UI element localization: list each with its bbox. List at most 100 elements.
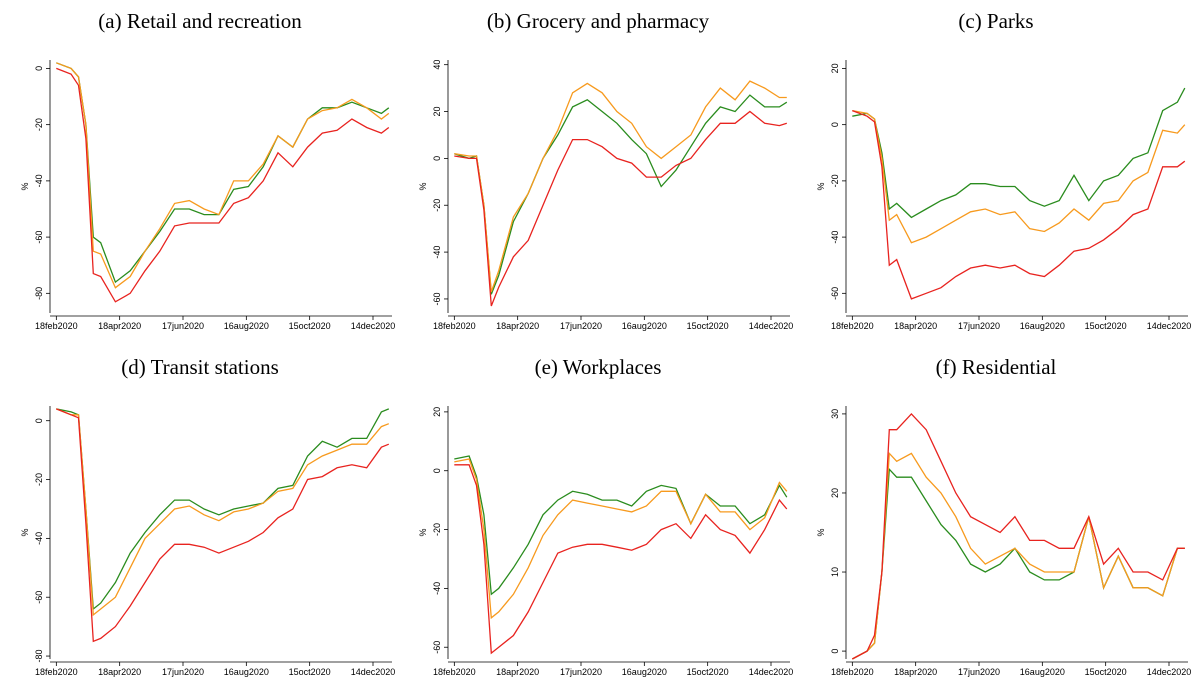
x-tick-label: 18apr2020 (98, 321, 141, 331)
y-tick-label: -60 (830, 287, 840, 300)
x-tick-label: 14dec2020 (749, 667, 794, 677)
x-tick-label: 15oct2020 (289, 321, 331, 331)
x-tick-label: 17jun2020 (560, 321, 602, 331)
x-tick-label: 16aug2020 (224, 667, 269, 677)
x-tick-label: 15oct2020 (1085, 667, 1127, 677)
x-tick-label: 18feb2020 (831, 321, 874, 331)
panel: (d) Transit stations 0 -20 -40 -60 -80% 18feb2… (20, 355, 395, 677)
y-tick-label: 0 (830, 122, 840, 127)
x-tick-label: 18apr2020 (496, 667, 539, 677)
y-tick-label: 0 (34, 418, 44, 423)
y-tick-label: -60 (34, 231, 44, 244)
y-tick-label: 20 (432, 107, 442, 117)
y-tick-label: 40 (432, 60, 442, 70)
y-tick-label: 0 (432, 468, 442, 473)
series-line (56, 67, 390, 303)
x-tick-label: 15oct2020 (1085, 321, 1127, 331)
series-line (852, 109, 1186, 300)
panel-title: (b) Grocery and pharmacy (487, 9, 710, 33)
panel-title: (f) Residential (936, 355, 1057, 379)
x-tick-label: 15oct2020 (687, 667, 729, 677)
y-tick-label: 10 (830, 567, 840, 577)
x-tick-label: 15oct2020 (289, 667, 331, 677)
panel-title: (a) Retail and recreation (98, 9, 302, 33)
series-line (454, 464, 788, 655)
y-tick-label: -40 (34, 174, 44, 187)
y-tick-label: -60 (34, 591, 44, 604)
y-axis-label: % (20, 528, 30, 536)
y-tick-label: -80 (34, 650, 44, 663)
series-line (454, 455, 788, 596)
y-tick-label: -20 (34, 473, 44, 486)
y-tick-label: -80 (34, 287, 44, 300)
y-tick-label: 0 (830, 649, 840, 654)
x-tick-label: 18feb2020 (35, 321, 78, 331)
y-axis-label: % (20, 182, 30, 190)
y-tick-label: 30 (830, 409, 840, 419)
x-tick-label: 16aug2020 (622, 321, 667, 331)
y-tick-label: -40 (432, 582, 442, 595)
y-tick-label: 0 (34, 66, 44, 71)
series-line (454, 80, 787, 293)
x-tick-label: 14dec2020 (1147, 321, 1192, 331)
panel: (e) Workplaces 20 0 -20 -40 -60% 18feb2020 18ap… (418, 355, 793, 677)
x-tick-label: 17jun2020 (560, 667, 602, 677)
series-line (454, 458, 788, 620)
y-axis-label: % (816, 182, 826, 190)
series-line (852, 87, 1186, 219)
y-axis-label: % (816, 528, 826, 536)
series-line (56, 408, 390, 611)
y-tick-label: 20 (830, 488, 840, 498)
panel-title: (d) Transit stations (121, 355, 279, 379)
series-line (454, 110, 787, 307)
y-tick-label: -20 (830, 174, 840, 187)
y-tick-label: 20 (830, 63, 840, 73)
panel: (a) Retail and recreation 0 -20 -40 -60 -80% 1… (20, 9, 395, 331)
series-line (56, 408, 390, 617)
x-tick-label: 17jun2020 (162, 321, 204, 331)
x-tick-label: 18feb2020 (433, 667, 476, 677)
x-tick-label: 18feb2020 (831, 667, 874, 677)
x-tick-label: 17jun2020 (958, 667, 1000, 677)
panel: (c) Parks 20 0 -20 -40 -60% 18feb2020 18apr2020… (816, 9, 1191, 331)
x-tick-label: 16aug2020 (622, 667, 667, 677)
y-tick-label: 0 (432, 156, 442, 161)
y-axis-label: % (418, 182, 428, 190)
x-tick-label: 18apr2020 (894, 667, 937, 677)
y-tick-label: -20 (432, 199, 442, 212)
panel-title: (c) Parks (958, 9, 1033, 33)
series-line (851, 451, 1185, 660)
series-line (56, 408, 390, 643)
series-line (852, 109, 1186, 244)
x-tick-label: 17jun2020 (162, 667, 204, 677)
panel-title: (e) Workplaces (535, 355, 662, 379)
x-tick-label: 14dec2020 (351, 667, 396, 677)
panel: (b) Grocery and pharmacy -60 -40 -20 0 20 40% 1… (418, 9, 793, 331)
panel: (f) Residential 0 10 20 30% 18feb2020 18apr202… (816, 355, 1191, 677)
x-tick-label: 18apr2020 (496, 321, 539, 331)
series-line (56, 62, 390, 289)
y-tick-label: -20 (34, 118, 44, 131)
x-tick-label: 14dec2020 (749, 321, 794, 331)
x-tick-label: 14dec2020 (1147, 667, 1192, 677)
y-axis-label: % (418, 528, 428, 536)
x-tick-label: 14dec2020 (351, 321, 396, 331)
y-tick-label: -60 (432, 641, 442, 654)
series-line (56, 62, 390, 284)
x-tick-label: 18apr2020 (98, 667, 141, 677)
x-tick-label: 18apr2020 (894, 321, 937, 331)
series-line (851, 412, 1185, 660)
y-tick-label: -40 (830, 231, 840, 244)
y-tick-label: -60 (432, 292, 442, 305)
y-tick-label: -40 (432, 246, 442, 259)
series-line (851, 467, 1185, 660)
x-tick-label: 16aug2020 (1020, 321, 1065, 331)
x-tick-label: 16aug2020 (1020, 667, 1065, 677)
y-tick-label: -40 (34, 532, 44, 545)
y-tick-label: -20 (432, 523, 442, 536)
x-tick-label: 18feb2020 (35, 667, 78, 677)
x-tick-label: 17jun2020 (958, 321, 1000, 331)
x-tick-label: 15oct2020 (687, 321, 729, 331)
series-line (454, 94, 788, 295)
